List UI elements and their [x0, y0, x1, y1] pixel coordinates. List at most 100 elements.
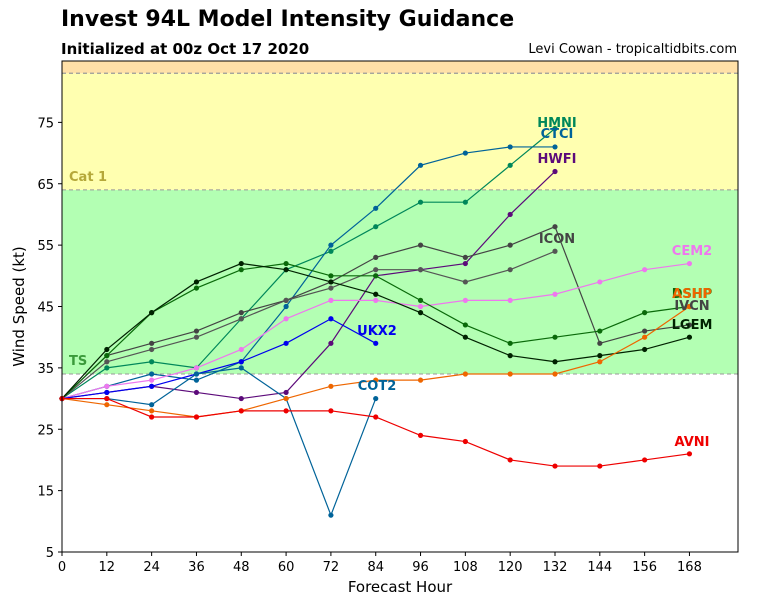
data-point	[417, 377, 424, 383]
data-point	[104, 359, 110, 365]
series-line	[62, 397, 690, 467]
data-point	[552, 125, 558, 132]
series-label-ukx2: UKX2	[357, 324, 397, 339]
data-point	[373, 224, 379, 230]
y-tick-label: 25	[37, 423, 54, 438]
data-point	[507, 242, 513, 248]
data-point	[462, 254, 468, 260]
y-tick-label: 75	[37, 116, 54, 131]
data-point	[462, 150, 468, 156]
data-point	[328, 297, 334, 303]
data-point	[642, 267, 648, 273]
data-point	[373, 377, 379, 383]
data-point	[238, 395, 244, 402]
data-point	[642, 346, 648, 353]
data-point	[597, 463, 603, 469]
chart-subtitle: Initialized at 00z Oct 17 2020	[61, 40, 310, 58]
data-point	[328, 285, 334, 291]
data-point	[238, 316, 244, 322]
data-point	[417, 310, 424, 316]
x-axis: 0 12 24 36 48 60 72 84 96 108 120 132 144 156 168	[58, 552, 702, 575]
data-point	[462, 322, 468, 328]
data-point	[238, 346, 244, 353]
data-point	[193, 285, 200, 291]
data-point	[149, 383, 155, 389]
data-point	[597, 328, 603, 334]
series-lgem	[59, 260, 693, 402]
data-point	[283, 260, 289, 267]
data-point	[149, 340, 155, 346]
data-point	[552, 334, 558, 340]
series-label-ctci: CTCI	[541, 127, 574, 142]
data-point	[686, 303, 693, 310]
data-point	[328, 279, 334, 285]
data-point	[149, 377, 155, 383]
data-point	[686, 334, 693, 340]
data-point	[507, 144, 513, 150]
data-point	[328, 248, 334, 254]
series-line	[62, 367, 377, 517]
data-point	[597, 279, 603, 285]
data-point	[238, 359, 244, 365]
data-point	[149, 414, 155, 420]
data-point	[149, 408, 155, 414]
data-point	[597, 340, 603, 346]
data-point	[417, 162, 424, 168]
data-point	[328, 273, 334, 279]
data-point	[507, 267, 513, 273]
x-tick-label: 108	[453, 560, 478, 575]
data-point	[642, 457, 648, 463]
data-point	[552, 291, 558, 297]
data-point	[149, 346, 155, 353]
x-tick-label: 84	[367, 560, 384, 575]
band-upper-2	[62, 61, 738, 74]
data-point	[193, 377, 200, 383]
x-tick-label: 36	[188, 560, 205, 575]
data-point	[238, 408, 244, 414]
series-label-cem2: CEM2	[672, 244, 712, 259]
band-labels: TS Cat 1	[69, 170, 107, 369]
data-point	[642, 310, 648, 316]
data-point	[104, 346, 110, 353]
data-point	[238, 267, 244, 273]
series-label-hmni: HMNI	[537, 116, 577, 131]
data-point	[552, 224, 558, 230]
x-tick-label: 132	[543, 560, 568, 575]
data-point	[462, 199, 468, 205]
x-tick-label: 144	[587, 560, 612, 575]
series-label-cot2: COT2	[358, 379, 397, 394]
data-point	[283, 340, 289, 346]
data-point	[417, 432, 424, 438]
data-point	[283, 395, 289, 402]
data-point	[507, 457, 513, 463]
data-point	[507, 162, 513, 168]
data-point	[552, 359, 558, 365]
data-point	[686, 451, 693, 457]
intensity-bands	[62, 61, 738, 375]
series-line	[61, 318, 377, 400]
data-point	[238, 310, 244, 316]
x-tick-label: 48	[233, 560, 250, 575]
series-label-icon: ICON	[539, 232, 575, 247]
data-point	[238, 260, 244, 267]
data-point	[238, 365, 244, 371]
data-point	[373, 267, 379, 273]
series-avni	[59, 395, 693, 469]
x-tick-label: 72	[323, 560, 340, 575]
band-label-cat-1: Cat 1	[69, 170, 107, 185]
data-point	[373, 205, 379, 211]
band-label-ts: TS	[69, 354, 87, 369]
data-point	[417, 199, 424, 205]
data-point	[149, 310, 155, 316]
y-tick-label: 65	[37, 178, 54, 193]
data-point	[462, 334, 468, 340]
data-point	[507, 297, 513, 303]
x-axis-label: Forecast Hour	[348, 578, 453, 596]
data-point	[104, 402, 110, 408]
data-point	[193, 414, 200, 420]
data-point	[462, 371, 468, 377]
data-point	[552, 463, 558, 469]
x-tick-label: 12	[99, 560, 116, 575]
series-line	[61, 250, 556, 400]
